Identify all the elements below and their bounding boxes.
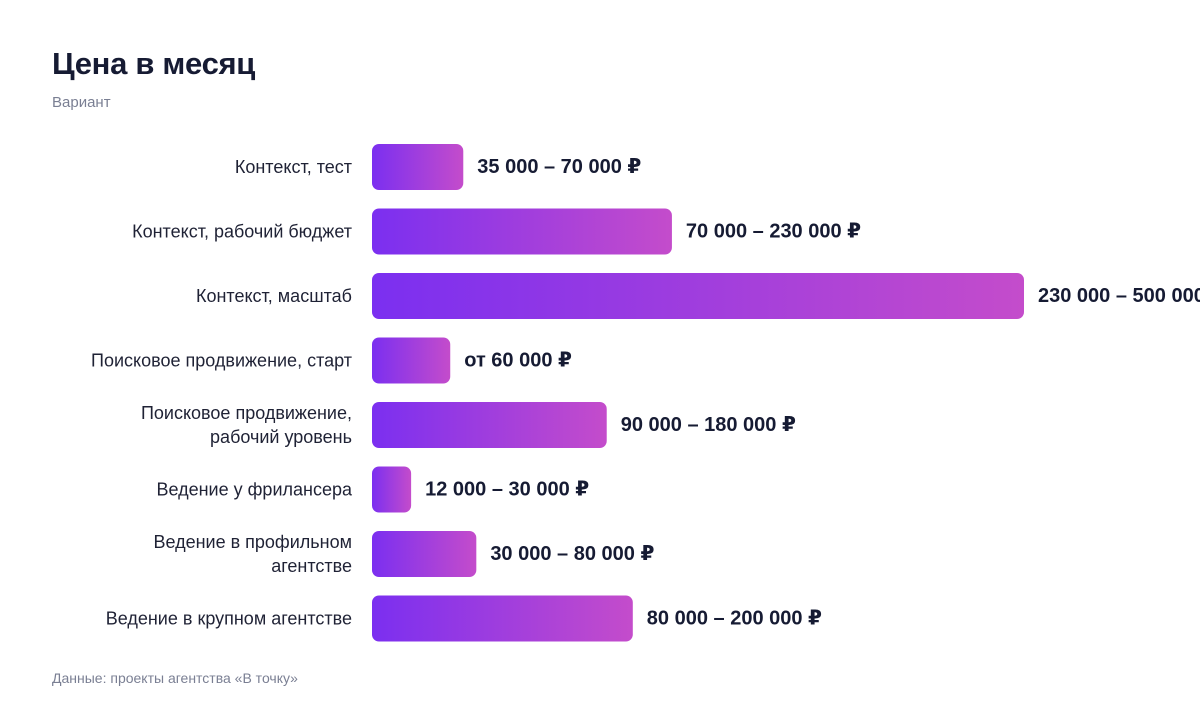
value-label: от 60 000 ₽ bbox=[464, 350, 572, 372]
category-label-line: Ведение в профильном bbox=[153, 532, 352, 552]
category-label: Поисковое продвижение, старт bbox=[91, 351, 352, 371]
value-label: 70 000 – 230 000 ₽ bbox=[686, 221, 861, 243]
category-label-line: Поисковое продвижение, старт bbox=[91, 351, 352, 371]
bar-row: Ведение в профильном агентстве 30 000 – 80… bbox=[153, 531, 654, 577]
value-label: 35 000 – 70 000 ₽ bbox=[477, 156, 641, 178]
bar-row: Контекст, рабочий бюджет 70 000 – 230 000… bbox=[132, 208, 861, 255]
data-source-note: Данные: проекты агентства «В точку» bbox=[52, 670, 298, 686]
bar-row: Ведение у фрилансера 12 000 – 30 000 ₽ bbox=[156, 466, 589, 513]
value-label: 230 000 – 500 000 ₽ bbox=[1038, 285, 1200, 307]
bar-row: Контекст, масштаб 230 000 – 500 000 ₽ bbox=[196, 273, 1200, 319]
category-label-line: агентстве bbox=[271, 556, 352, 576]
bar bbox=[372, 595, 633, 642]
category-label-line: Ведение в крупном агентстве bbox=[106, 609, 352, 629]
category-label-line: Поисковое продвижение, bbox=[141, 403, 352, 423]
category-label-line: Ведение у фрилансера bbox=[156, 480, 352, 500]
category-label-line: Контекст, тест bbox=[235, 157, 352, 177]
category-label-line: Контекст, масштаб bbox=[196, 286, 352, 306]
bar-row: Поисковое продвижение, рабочий уровень 90 … bbox=[141, 402, 796, 448]
category-label: Ведение в крупном агентстве bbox=[106, 609, 352, 629]
value-label: 80 000 – 200 000 ₽ bbox=[647, 608, 822, 630]
bar bbox=[372, 337, 451, 384]
value-label: 30 000 – 80 000 ₽ bbox=[490, 543, 654, 565]
bar-row: Ведение в крупном агентстве 80 000 – 200 … bbox=[106, 595, 822, 642]
bar bbox=[372, 402, 607, 448]
bar-row: Контекст, тест 35 000 – 70 000 ₽ bbox=[235, 144, 641, 190]
chart-subtitle: Вариант bbox=[52, 94, 111, 111]
chart-title: Цена в месяц bbox=[52, 46, 256, 81]
bar bbox=[372, 531, 477, 577]
category-label-line: рабочий уровень bbox=[210, 427, 352, 447]
bar bbox=[372, 144, 464, 190]
category-label: Ведение в профильном агентстве bbox=[153, 532, 352, 576]
category-label: Контекст, масштаб bbox=[196, 286, 352, 306]
bars-layer: Контекст, тест 35 000 – 70 000 ₽Контекст,… bbox=[91, 144, 1200, 642]
value-label: 12 000 – 30 000 ₽ bbox=[425, 479, 589, 501]
category-label: Ведение у фрилансера bbox=[156, 480, 352, 500]
value-label: 90 000 – 180 000 ₽ bbox=[621, 414, 796, 436]
category-label: Поисковое продвижение, рабочий уровень bbox=[141, 403, 352, 447]
bar bbox=[372, 208, 672, 255]
category-label-line: Контекст, рабочий бюджет bbox=[132, 222, 352, 242]
bar-row: Поисковое продвижение, старт от 60 000 ₽ bbox=[91, 337, 572, 384]
category-label: Контекст, рабочий бюджет bbox=[132, 222, 352, 242]
category-label: Контекст, тест bbox=[235, 157, 352, 177]
bar bbox=[372, 466, 412, 513]
bar bbox=[372, 273, 1024, 319]
